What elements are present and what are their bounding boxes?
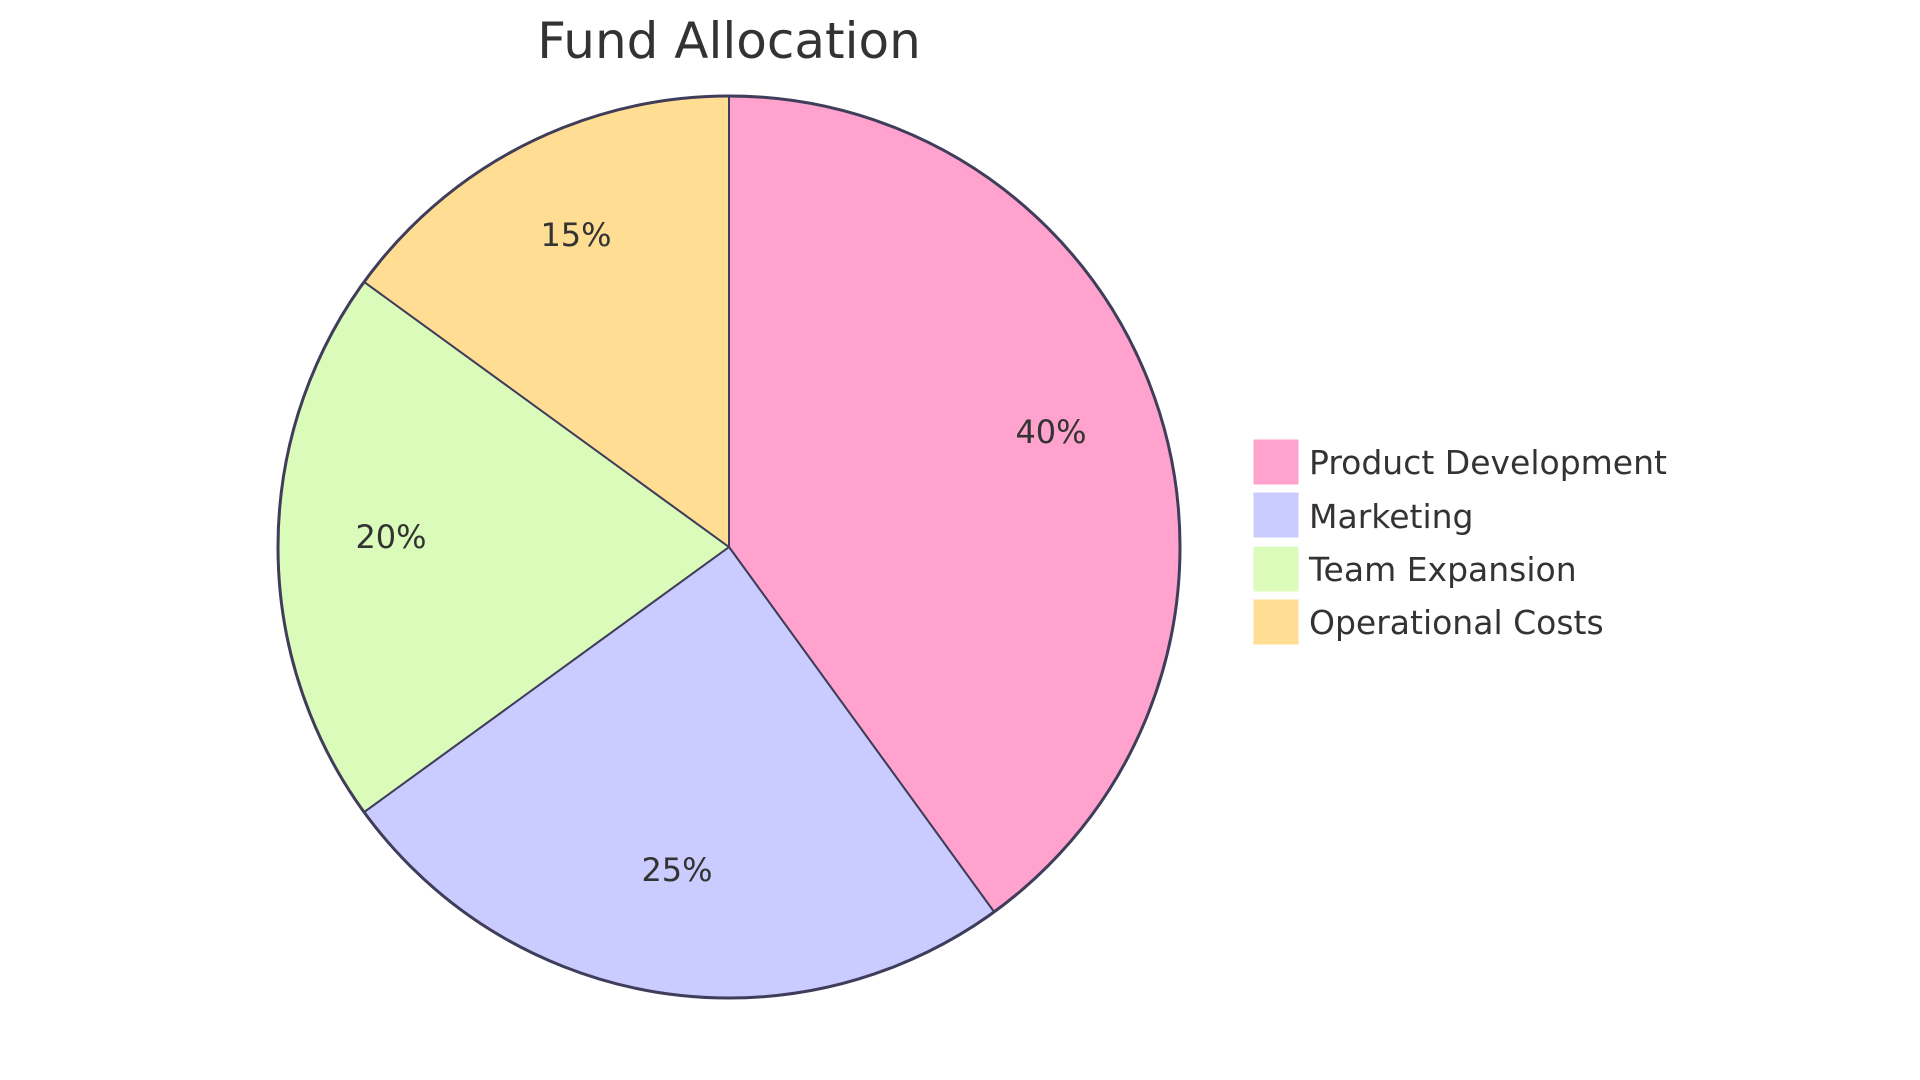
legend-swatch <box>1252 545 1300 593</box>
slice-label-marketing: 25% <box>641 851 712 889</box>
legend-label: Team Expansion <box>1308 550 1577 589</box>
slice-label-team-expansion: 20% <box>355 518 426 556</box>
legend-item-marketing: Marketing <box>1252 491 1473 539</box>
legend-label: Product Development <box>1309 443 1667 482</box>
legend-item-team-expansion: Team Expansion <box>1252 545 1577 593</box>
pie-outline <box>276 94 1182 1000</box>
legend-label: Operational Costs <box>1309 603 1604 642</box>
legend-label: Marketing <box>1309 497 1473 536</box>
legend-swatch <box>1252 491 1300 539</box>
legend-swatch <box>1252 598 1300 646</box>
slice-label-operational-costs: 15% <box>540 216 611 254</box>
legend-item-product-development: Product Development <box>1252 438 1667 486</box>
legend-swatch <box>1252 438 1300 486</box>
legend: Product Development Marketing Team Expan… <box>1252 438 1667 646</box>
chart-title: Fund Allocation <box>537 12 921 70</box>
legend-item-operational-costs: Operational Costs <box>1252 598 1604 646</box>
slice-label-product-development: 40% <box>1015 413 1086 451</box>
